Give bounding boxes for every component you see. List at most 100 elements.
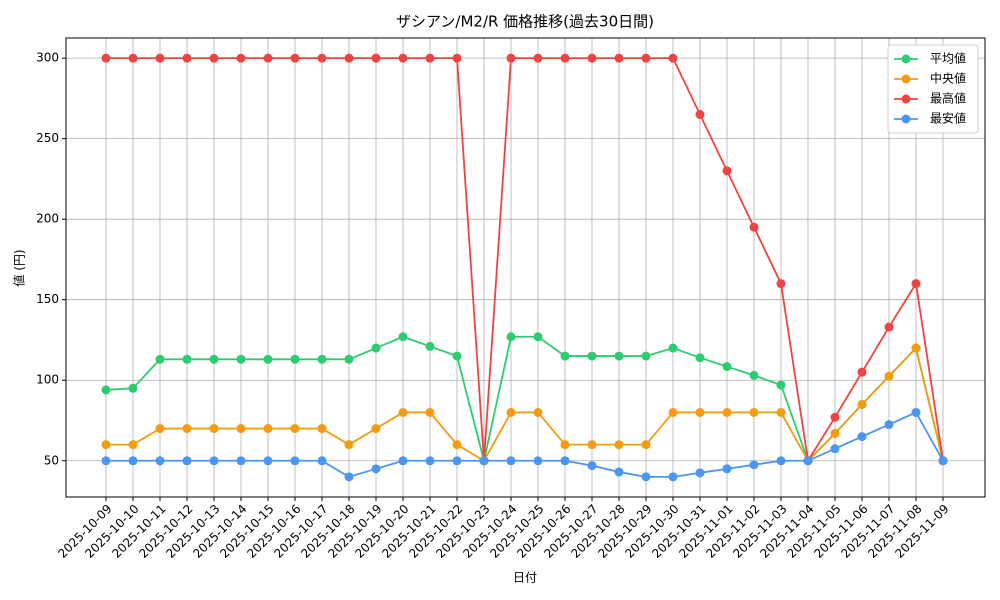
data-point — [317, 354, 327, 364]
data-point — [209, 456, 219, 466]
data-point — [398, 53, 408, 63]
data-point — [290, 354, 300, 364]
data-point — [533, 332, 543, 342]
data-point — [452, 456, 462, 466]
y-tick-label: 200 — [36, 212, 59, 226]
plot-frame — [65, 37, 986, 498]
data-point — [371, 343, 381, 353]
data-point — [128, 456, 138, 466]
data-point — [614, 467, 624, 477]
data-point — [344, 472, 354, 482]
data-point — [101, 385, 111, 395]
data-point — [803, 456, 813, 466]
data-point — [884, 371, 894, 381]
data-point — [506, 407, 516, 417]
data-point — [479, 456, 489, 466]
data-point — [506, 53, 516, 63]
data-point — [290, 53, 300, 63]
data-point — [695, 110, 705, 119]
data-point — [236, 53, 246, 63]
data-point — [371, 53, 381, 63]
y-tick-label: 250 — [36, 131, 59, 145]
y-tick-label: 300 — [36, 51, 59, 65]
data-point — [749, 407, 759, 417]
data-point — [560, 351, 570, 361]
data-point — [506, 332, 516, 342]
data-point — [749, 460, 759, 470]
data-point — [830, 428, 840, 438]
data-point — [776, 279, 786, 289]
data-point — [695, 353, 705, 363]
y-tick-label: 150 — [36, 292, 59, 306]
data-point — [263, 424, 273, 434]
chart-title: ザシアン/M2/R 価格推移(過去30日間) — [396, 13, 654, 31]
legend-label: 最安値 — [930, 111, 966, 126]
data-point — [587, 440, 597, 450]
data-point — [587, 53, 597, 63]
data-point — [857, 367, 867, 377]
data-point — [560, 440, 570, 450]
data-point — [128, 440, 138, 450]
data-point — [317, 424, 327, 434]
data-point — [182, 424, 192, 434]
legend-label: 最高値 — [930, 91, 966, 106]
data-point — [209, 354, 219, 364]
data-point — [533, 456, 543, 466]
data-point — [830, 444, 840, 454]
data-point — [749, 222, 759, 232]
data-point — [317, 53, 327, 63]
legend-box — [887, 44, 979, 134]
data-point — [425, 53, 435, 63]
data-point — [452, 351, 462, 361]
data-point — [236, 424, 246, 434]
data-point — [614, 351, 624, 361]
data-point — [911, 279, 921, 289]
data-point — [749, 370, 759, 380]
data-point — [209, 53, 219, 63]
data-point — [128, 383, 138, 393]
data-point — [614, 53, 624, 63]
data-point — [587, 461, 597, 471]
data-point — [776, 380, 786, 390]
data-point — [344, 354, 354, 364]
data-point — [533, 53, 543, 63]
data-point — [668, 407, 678, 417]
data-point — [614, 440, 624, 450]
legend-marker — [901, 74, 911, 84]
data-point — [695, 407, 705, 417]
data-point — [425, 407, 435, 417]
data-point — [830, 412, 840, 422]
x-axis-label: 日付 — [513, 571, 537, 585]
data-point — [290, 424, 300, 434]
data-point — [668, 53, 678, 63]
data-point — [101, 53, 111, 63]
data-point — [398, 332, 408, 342]
data-point — [776, 407, 786, 417]
data-point — [344, 53, 354, 63]
data-point — [668, 343, 678, 353]
data-point — [695, 468, 705, 478]
y-axis-label: 値 (円) — [12, 249, 27, 286]
data-point — [533, 407, 543, 417]
data-point — [209, 424, 219, 434]
data-point — [641, 472, 651, 482]
data-point — [263, 53, 273, 63]
data-point — [155, 354, 165, 364]
data-point — [182, 354, 192, 364]
data-point — [425, 341, 435, 351]
data-point — [911, 407, 921, 417]
data-point — [452, 440, 462, 450]
data-point — [371, 464, 381, 474]
data-point — [722, 362, 732, 372]
data-point — [317, 456, 327, 466]
y-tick-label: 50 — [44, 453, 59, 467]
legend-marker — [901, 54, 911, 64]
data-point — [884, 420, 894, 430]
data-point — [722, 407, 732, 417]
data-point — [857, 399, 867, 409]
legend-label: 平均値 — [930, 51, 966, 66]
legend-label: 中央値 — [930, 71, 966, 86]
data-point — [155, 456, 165, 466]
